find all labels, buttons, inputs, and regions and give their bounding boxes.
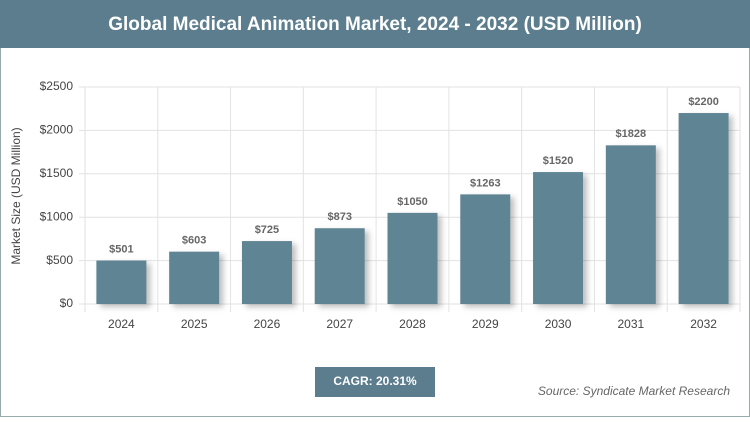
value-label: $873 <box>327 211 351 223</box>
cagr-label: CAGR: 20.31% <box>333 374 417 388</box>
value-label: $603 <box>182 235 206 247</box>
x-tick-label: 2027 <box>326 317 353 331</box>
bar <box>605 145 656 304</box>
value-label: $1828 <box>616 128 647 140</box>
y-tick-label: $2500 <box>40 79 74 93</box>
x-tick-label: 2032 <box>690 317 717 331</box>
x-tick-label: 2024 <box>108 317 135 331</box>
bar <box>96 260 147 304</box>
value-label: $1520 <box>543 155 574 167</box>
bar <box>314 228 365 304</box>
bar <box>460 194 511 304</box>
chart-title: Global Medical Animation Market, 2024 - … <box>108 14 642 35</box>
y-tick-label: $0 <box>60 296 74 310</box>
bar <box>169 251 220 304</box>
y-tick-label: $1500 <box>40 166 74 180</box>
x-tick-label: 2031 <box>617 317 644 331</box>
x-tick-label: 2025 <box>181 317 208 331</box>
value-label: $501 <box>109 243 133 255</box>
value-label: $1050 <box>397 196 428 208</box>
y-tick-label: $500 <box>46 253 73 267</box>
y-axis-label: Market Size (USD Million) <box>9 127 23 264</box>
bar <box>241 241 292 304</box>
value-label: $2200 <box>688 96 719 108</box>
bar <box>678 113 729 304</box>
x-tick-label: 2030 <box>545 317 572 331</box>
cagr-box <box>315 367 435 397</box>
value-label: $725 <box>255 224 279 236</box>
bar <box>533 172 584 304</box>
source: Source: Syndicate Market Research <box>538 384 730 398</box>
y-tick-label: $1000 <box>40 209 74 223</box>
x-tick-label: 2026 <box>254 317 281 331</box>
bar <box>387 212 438 304</box>
x-tick-label: 2029 <box>472 317 499 331</box>
y-tick-label: $2000 <box>40 123 74 137</box>
title-bar <box>0 0 750 48</box>
value-label: $1263 <box>470 177 501 189</box>
x-tick-label: 2028 <box>399 317 426 331</box>
